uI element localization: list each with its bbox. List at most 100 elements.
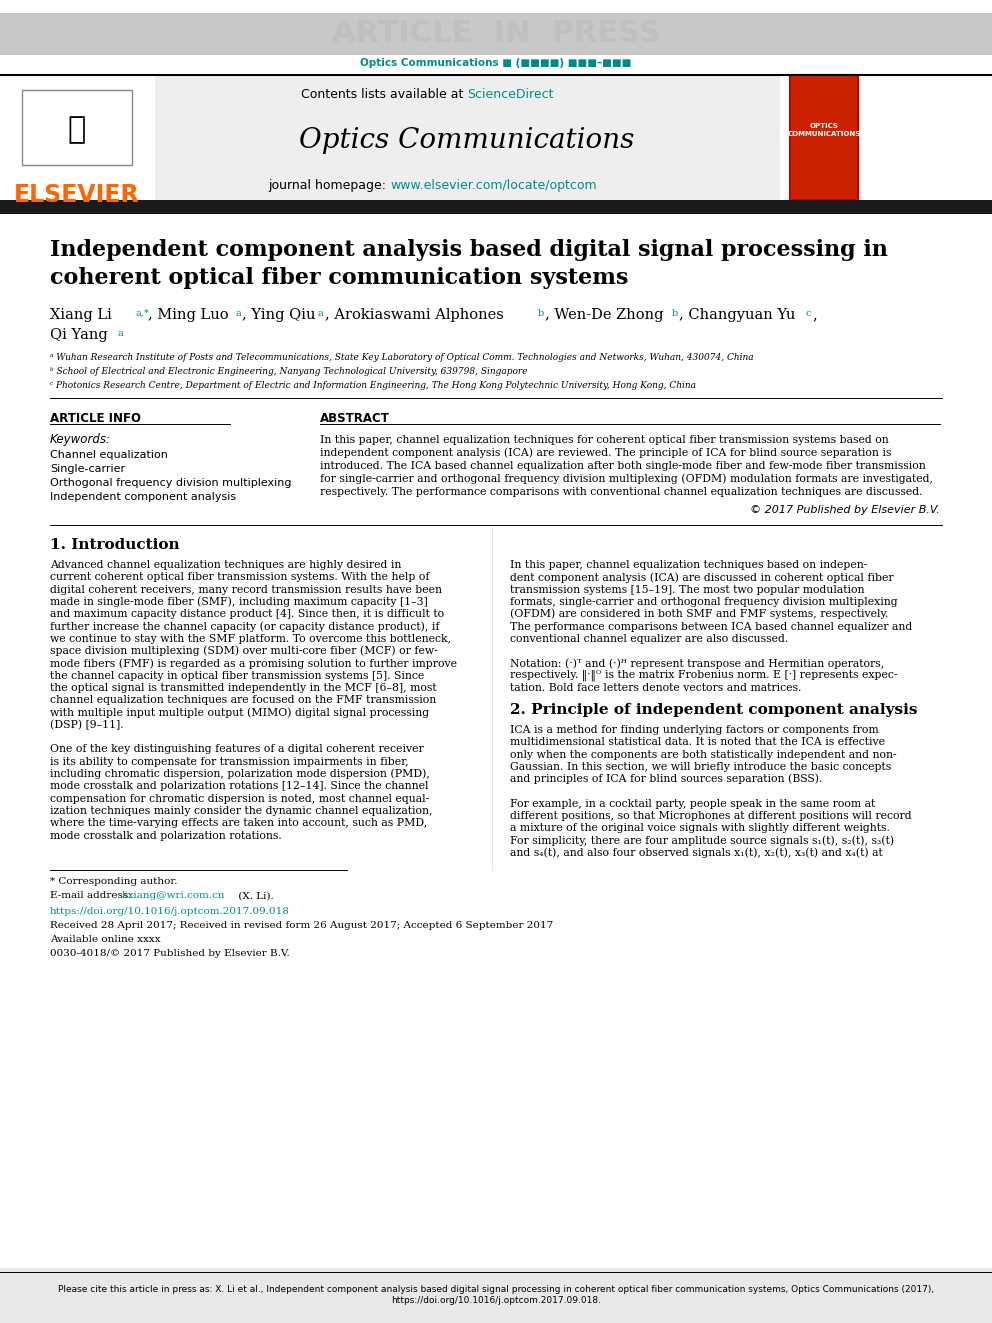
Text: ,: , [812, 308, 816, 321]
Text: b: b [538, 308, 545, 318]
Text: compensation for chromatic dispersion is noted, most channel equal-: compensation for chromatic dispersion is… [50, 794, 430, 803]
Text: Independent component analysis: Independent component analysis [50, 492, 236, 501]
Text: www.elsevier.com/locate/optcom: www.elsevier.com/locate/optcom [390, 179, 596, 192]
Text: with multiple input multiple output (MIMO) digital signal processing: with multiple input multiple output (MIM… [50, 708, 430, 718]
Text: In this paper, channel equalization techniques based on indepen-: In this paper, channel equalization tech… [510, 560, 867, 570]
Text: © 2017 Published by Elsevier B.V.: © 2017 Published by Elsevier B.V. [750, 505, 940, 515]
Text: , Wen-De Zhong: , Wen-De Zhong [545, 308, 664, 321]
Text: we continue to stay with the SMF platform. To overcome this bottleneck,: we continue to stay with the SMF platfor… [50, 634, 451, 644]
Text: Single-carrier: Single-carrier [50, 464, 125, 474]
Text: journal homepage:: journal homepage: [268, 179, 390, 192]
Text: Available online xxxx: Available online xxxx [50, 935, 161, 945]
Text: Xiang Li: Xiang Li [50, 308, 112, 321]
Text: mode crosstalk and polarization rotations [12–14]. Since the channel: mode crosstalk and polarization rotation… [50, 782, 429, 791]
Text: (DSP) [9–11].: (DSP) [9–11]. [50, 720, 124, 730]
Text: made in single-mode fiber (SMF), including maximum capacity [1–3]: made in single-mode fiber (SMF), includi… [50, 597, 428, 607]
Text: Keywords:: Keywords: [50, 434, 111, 446]
Text: different positions, so that Microphones at different positions will record: different positions, so that Microphones… [510, 811, 912, 822]
Text: , Ying Qiu: , Ying Qiu [242, 308, 315, 321]
Text: (X. Li).: (X. Li). [235, 892, 274, 901]
Text: The performance comparisons between ICA based channel equalizer and: The performance comparisons between ICA … [510, 622, 913, 631]
Bar [22, 90, 132, 165]
Text: multidimensional statistical data. It is noted that the ICA is effective: multidimensional statistical data. It is… [510, 737, 885, 747]
Bar [155, 75, 780, 200]
Text: * Corresponding author.: * Corresponding author. [50, 877, 178, 886]
Text: transmission systems [15–19]. The most two popular modulation: transmission systems [15–19]. The most t… [510, 585, 864, 594]
Bar [0, 200, 992, 214]
Text: 🌳: 🌳 [67, 115, 86, 144]
Text: and maximum capacity distance product [4]. Since then, it is difficult to: and maximum capacity distance product [4… [50, 609, 444, 619]
Text: ization techniques mainly consider the dynamic channel equalization,: ization techniques mainly consider the d… [50, 806, 433, 816]
Text: only when the components are both statistically independent and non-: only when the components are both statis… [510, 750, 897, 759]
Text: ᵃ Wuhan Research Institute of Posts and Telecommunications, State Key Laboratory: ᵃ Wuhan Research Institute of Posts and … [50, 353, 754, 363]
Bar [0, 13, 992, 56]
Text: is its ability to compensate for transmission impairments in fiber,: is its ability to compensate for transmi… [50, 757, 409, 767]
Text: lixiang@wri.com.cn: lixiang@wri.com.cn [122, 892, 225, 901]
Text: dent component analysis (ICA) are discussed in coherent optical fiber: dent component analysis (ICA) are discus… [510, 572, 894, 582]
Text: mode crosstalk and polarization rotations.: mode crosstalk and polarization rotation… [50, 831, 282, 840]
Text: formats, single-carrier and orthogonal frequency division multiplexing: formats, single-carrier and orthogonal f… [510, 597, 898, 607]
Text: including chromatic dispersion, polarization mode dispersion (PMD),: including chromatic dispersion, polariza… [50, 769, 430, 779]
Text: for single-carrier and orthogonal frequency division multiplexing (OFDM) modulat: for single-carrier and orthogonal freque… [320, 474, 933, 484]
Text: Orthogonal frequency division multiplexing: Orthogonal frequency division multiplexi… [50, 478, 292, 488]
Text: Optics Communications: Optics Communications [300, 127, 635, 153]
Text: Received 28 April 2017; Received in revised form 26 August 2017; Accepted 6 Sept: Received 28 April 2017; Received in revi… [50, 922, 554, 930]
Text: and principles of ICA for blind sources separation (BSS).: and principles of ICA for blind sources … [510, 774, 822, 785]
Text: ABSTRACT: ABSTRACT [320, 411, 390, 425]
Text: ScienceDirect: ScienceDirect [467, 89, 554, 102]
Text: Please cite this article in press as: X. Li et al., Independent component analys: Please cite this article in press as: X.… [58, 1286, 934, 1304]
Text: a: a [235, 308, 241, 318]
Text: the optical signal is transmitted independently in the MCF [6–8], most: the optical signal is transmitted indepe… [50, 683, 436, 693]
Text: ᵇ School of Electrical and Electronic Engineering, Nanyang Technological Univers: ᵇ School of Electrical and Electronic En… [50, 368, 528, 377]
Text: a: a [318, 308, 323, 318]
Text: 2. Principle of independent component analysis: 2. Principle of independent component an… [510, 703, 918, 717]
Text: For simplicity, there are four amplitude source signals s₁(t), s₂(t), s₃(t): For simplicity, there are four amplitude… [510, 835, 894, 845]
Text: space division multiplexing (SDM) over multi-core fiber (MCF) or few-: space division multiplexing (SDM) over m… [50, 646, 437, 656]
Text: further increase the channel capacity (or capacity distance product), if: further increase the channel capacity (o… [50, 622, 439, 632]
Text: (OFDM) are considered in both SMF and FMF systems, respectively.: (OFDM) are considered in both SMF and FM… [510, 609, 889, 619]
Text: Qi Yang: Qi Yang [50, 328, 108, 343]
Text: Independent component analysis based digital signal processing in: Independent component analysis based dig… [50, 239, 888, 261]
Text: independent component analysis (ICA) are reviewed. The principle of ICA for blin: independent component analysis (ICA) are… [320, 447, 892, 458]
Text: , Changyuan Yu: , Changyuan Yu [679, 308, 796, 321]
Text: For example, in a cocktail party, people speak in the same room at: For example, in a cocktail party, people… [510, 799, 875, 808]
Bar [790, 75, 858, 200]
Text: In this paper, channel equalization techniques for coherent optical fiber transm: In this paper, channel equalization tech… [320, 435, 889, 445]
Text: 0030-4018/© 2017 Published by Elsevier B.V.: 0030-4018/© 2017 Published by Elsevier B… [50, 950, 290, 958]
Text: One of the key distinguishing features of a digital coherent receiver: One of the key distinguishing features o… [50, 745, 424, 754]
Text: , Ming Luo: , Ming Luo [148, 308, 228, 321]
Text: ᶜ Photonics Research Centre, Department of Electric and Information Engineering,: ᶜ Photonics Research Centre, Department … [50, 381, 696, 390]
Text: ARTICLE  IN  PRESS: ARTICLE IN PRESS [331, 20, 661, 49]
Text: , Arokiaswami Alphones: , Arokiaswami Alphones [325, 308, 504, 321]
Text: ICA is a method for finding underlying factors or components from: ICA is a method for finding underlying f… [510, 725, 879, 736]
Text: respectively. ‖·‖ᴼ is the matrix Frobenius norm. E [·] represents expec-: respectively. ‖·‖ᴼ is the matrix Frobeni… [510, 669, 898, 681]
Text: and s₄(t), and also four observed signals x₁(t), x₂(t), x₃(t) and x₄(t) at: and s₄(t), and also four observed signal… [510, 848, 883, 859]
Text: conventional channel equalizer are also discussed.: conventional channel equalizer are also … [510, 634, 789, 644]
Text: channel equalization techniques are focused on the FMF transmission: channel equalization techniques are focu… [50, 696, 436, 705]
Text: where the time-varying effects are taken into account, such as PMD,: where the time-varying effects are taken… [50, 819, 428, 828]
Text: digital coherent receivers, many record transmission results have been: digital coherent receivers, many record … [50, 585, 442, 594]
Text: coherent optical fiber communication systems: coherent optical fiber communication sys… [50, 267, 628, 288]
Text: c: c [806, 308, 811, 318]
Text: respectively. The performance comparisons with conventional channel equalization: respectively. The performance comparison… [320, 487, 923, 497]
Text: tation. Bold face letters denote vectors and matrices.: tation. Bold face letters denote vectors… [510, 683, 802, 693]
Text: the channel capacity in optical fiber transmission systems [5]. Since: the channel capacity in optical fiber tr… [50, 671, 425, 681]
Text: a: a [118, 328, 124, 337]
Text: Notation: (·)ᵀ and (·)ᴴ represent transpose and Hermitian operators,: Notation: (·)ᵀ and (·)ᴴ represent transp… [510, 658, 884, 668]
Text: b: b [672, 308, 679, 318]
Text: E-mail address:: E-mail address: [50, 892, 135, 901]
Text: ARTICLE INFO: ARTICLE INFO [50, 411, 141, 425]
Text: introduced. The ICA based channel equalization after both single-mode fiber and : introduced. The ICA based channel equali… [320, 460, 926, 471]
Text: 1. Introduction: 1. Introduction [50, 538, 180, 552]
Text: Gaussian. In this section, we will briefly introduce the basic concepts: Gaussian. In this section, we will brief… [510, 762, 891, 771]
Text: Channel equalization: Channel equalization [50, 450, 168, 460]
Text: Advanced channel equalization techniques are highly desired in: Advanced channel equalization techniques… [50, 560, 402, 570]
Bar [0, 1267, 992, 1323]
Text: OPTICS
COMMUNICATIONS: OPTICS COMMUNICATIONS [788, 123, 861, 136]
Text: a mixture of the original voice signals with slightly different weights.: a mixture of the original voice signals … [510, 823, 890, 833]
Text: ELSEVIER: ELSEVIER [14, 183, 140, 206]
Text: current coherent optical fiber transmission systems. With the help of: current coherent optical fiber transmiss… [50, 573, 430, 582]
Text: Contents lists available at: Contents lists available at [301, 89, 467, 102]
Text: a,*: a,* [135, 308, 149, 318]
Text: mode fibers (FMF) is regarded as a promising solution to further improve: mode fibers (FMF) is regarded as a promi… [50, 658, 457, 668]
